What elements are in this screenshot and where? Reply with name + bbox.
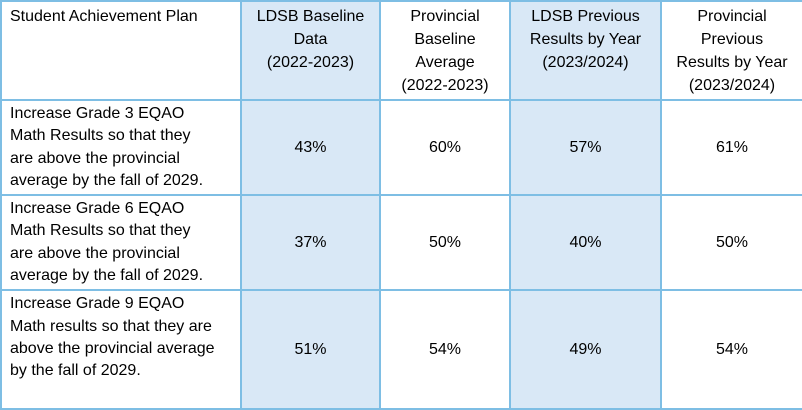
header-row: Student Achievement Plan LDSB Baseline D… [0, 0, 802, 101]
column-header-ldsb-baseline-data: LDSB Baseline Data (2022-2023) [240, 0, 381, 101]
value-cell-ldsb-previous-grade-9: 49% [509, 289, 662, 410]
value-cell-provincial-previous-grade-3: 61% [660, 98, 802, 197]
table-row-grade-9: Increase Grade 9 EQAO Math results so th… [0, 289, 802, 410]
column-header-student-achievement-plan: Student Achievement Plan [0, 0, 242, 101]
value-cell-provincial-baseline-grade-9: 54% [379, 289, 511, 410]
column-header-provincial-baseline-average: Provincial Baseline Average (2022-2023) [379, 0, 511, 101]
value-cell-ldsb-baseline-grade-3: 43% [240, 98, 381, 197]
table-row-grade-6: Increase Grade 6 EQAO Math Results so th… [0, 194, 802, 292]
value-cell-provincial-previous-grade-6: 50% [660, 194, 802, 292]
value-cell-ldsb-baseline-grade-6: 37% [240, 194, 381, 292]
goal-cell-grade-6: Increase Grade 6 EQAO Math Results so th… [0, 194, 242, 292]
column-header-provincial-previous-results: Provincial Previous Results by Year (202… [660, 0, 802, 101]
table-row-grade-3: Increase Grade 3 EQAO Math Results so th… [0, 98, 802, 197]
goal-cell-grade-3: Increase Grade 3 EQAO Math Results so th… [0, 98, 242, 197]
value-cell-provincial-baseline-grade-3: 60% [379, 98, 511, 197]
value-cell-ldsb-previous-grade-3: 57% [509, 98, 662, 197]
value-cell-ldsb-baseline-grade-9: 51% [240, 289, 381, 410]
value-cell-provincial-baseline-grade-6: 50% [379, 194, 511, 292]
goal-cell-grade-9: Increase Grade 9 EQAO Math results so th… [0, 289, 242, 410]
value-cell-ldsb-previous-grade-6: 40% [509, 194, 662, 292]
column-header-ldsb-previous-results: LDSB Previous Results by Year (2023/2024… [509, 0, 662, 101]
value-cell-provincial-previous-grade-9: 54% [660, 289, 802, 410]
